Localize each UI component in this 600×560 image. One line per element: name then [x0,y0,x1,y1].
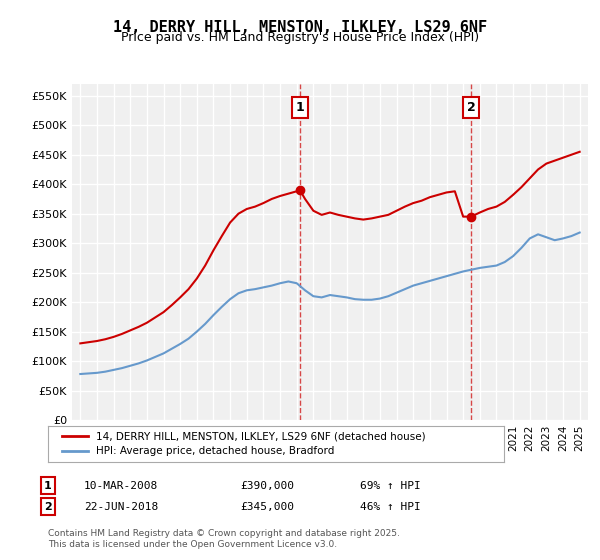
Text: 22-JUN-2018: 22-JUN-2018 [84,502,158,512]
Text: 10-MAR-2008: 10-MAR-2008 [84,480,158,491]
Text: 46% ↑ HPI: 46% ↑ HPI [360,502,421,512]
Text: 1: 1 [295,101,304,114]
Text: 2: 2 [44,502,52,512]
Text: 69% ↑ HPI: 69% ↑ HPI [360,480,421,491]
Text: 1: 1 [44,480,52,491]
Text: Contains HM Land Registry data © Crown copyright and database right 2025.
This d: Contains HM Land Registry data © Crown c… [48,529,400,549]
Text: 14, DERRY HILL, MENSTON, ILKLEY, LS29 6NF: 14, DERRY HILL, MENSTON, ILKLEY, LS29 6N… [113,20,487,35]
Text: 2: 2 [467,101,476,114]
Text: Price paid vs. HM Land Registry's House Price Index (HPI): Price paid vs. HM Land Registry's House … [121,31,479,44]
Text: £345,000: £345,000 [240,502,294,512]
Text: £390,000: £390,000 [240,480,294,491]
Legend: 14, DERRY HILL, MENSTON, ILKLEY, LS29 6NF (detached house), HPI: Average price, : 14, DERRY HILL, MENSTON, ILKLEY, LS29 6N… [58,427,430,460]
